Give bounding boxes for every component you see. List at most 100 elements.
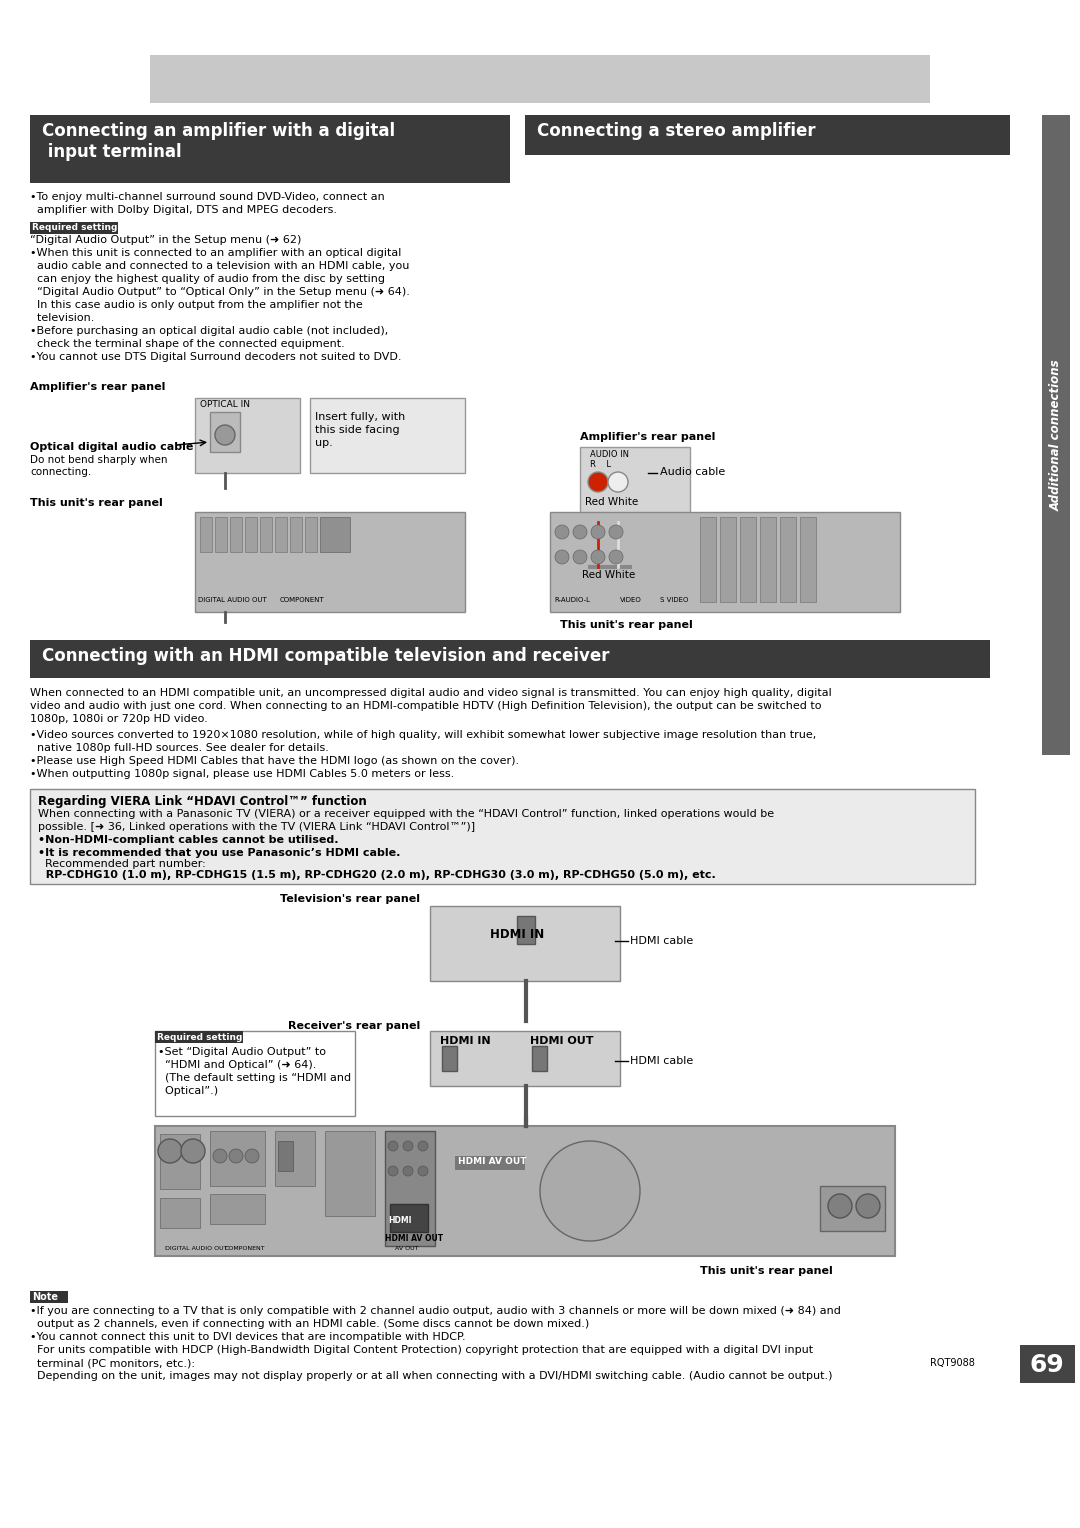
Circle shape	[403, 1141, 413, 1151]
Circle shape	[388, 1166, 399, 1177]
Bar	[525, 115, 1010, 154]
Text: DIGITAL AUDIO OUT: DIGITAL AUDIO OUT	[198, 597, 267, 604]
Text: Note: Note	[32, 1293, 58, 1302]
Bar	[275, 516, 287, 552]
Text: amplifier with Dolby Digital, DTS and MPEG decoders.: amplifier with Dolby Digital, DTS and MP…	[30, 205, 337, 215]
Circle shape	[573, 526, 588, 539]
Text: AUDIO IN: AUDIO IN	[590, 451, 629, 458]
Circle shape	[609, 550, 623, 564]
Circle shape	[555, 550, 569, 564]
Text: (The default setting is “HDMI and: (The default setting is “HDMI and	[158, 1073, 351, 1083]
Bar	[310, 397, 465, 474]
Bar	[160, 1134, 200, 1189]
Text: S VIDEO: S VIDEO	[660, 597, 688, 604]
Bar	[760, 516, 777, 602]
Text: Optical”.): Optical”.)	[158, 1086, 218, 1096]
Bar	[245, 516, 257, 552]
Bar	[30, 1291, 68, 1303]
Text: RP-CDHG10 (1.0 m), RP-CDHG15 (1.5 m), RP-CDHG20 (2.0 m), RP-CDHG30 (3.0 m), RP-C: RP-CDHG10 (1.0 m), RP-CDHG15 (1.5 m), RP…	[38, 869, 716, 880]
Text: Audio cable: Audio cable	[660, 468, 726, 477]
Bar	[30, 115, 510, 183]
Bar	[442, 1047, 457, 1071]
Text: Red White: Red White	[585, 497, 638, 507]
Text: can enjoy the highest quality of audio from the disc by setting: can enjoy the highest quality of audio f…	[30, 274, 384, 284]
Text: Regarding VIERA Link “HDAVI Control™” function: Regarding VIERA Link “HDAVI Control™” fu…	[38, 795, 367, 808]
Bar	[430, 906, 620, 981]
Bar	[455, 1157, 525, 1170]
Text: “HDMI and Optical” (➜ 64).: “HDMI and Optical” (➜ 64).	[158, 1060, 316, 1070]
Bar	[30, 222, 118, 234]
Bar	[740, 516, 756, 602]
Circle shape	[555, 526, 569, 539]
Bar	[200, 516, 212, 552]
Text: OPTICAL IN: OPTICAL IN	[200, 400, 249, 410]
Text: this side facing: this side facing	[315, 425, 400, 435]
Text: AV OUT: AV OUT	[395, 1245, 419, 1251]
Text: •You cannot connect this unit to DVI devices that are incompatible with HDCP.: •You cannot connect this unit to DVI dev…	[30, 1332, 465, 1342]
Text: Connecting an amplifier with a digital: Connecting an amplifier with a digital	[42, 122, 395, 141]
Bar	[517, 915, 535, 944]
Bar	[700, 516, 716, 602]
Text: This unit's rear panel: This unit's rear panel	[30, 498, 163, 507]
Bar	[230, 516, 242, 552]
Text: Amplifier's rear panel: Amplifier's rear panel	[30, 382, 165, 393]
Bar	[215, 516, 227, 552]
Text: television.: television.	[30, 313, 94, 322]
Circle shape	[573, 550, 588, 564]
Circle shape	[181, 1138, 205, 1163]
Bar	[0, 0, 1080, 55]
Bar	[580, 448, 690, 523]
Text: Television's rear panel: Television's rear panel	[280, 894, 420, 905]
Bar	[384, 1131, 435, 1245]
Text: •It is recommended that you use Panasonic’s HDMI cable.: •It is recommended that you use Panasoni…	[38, 848, 401, 859]
Text: This unit's rear panel: This unit's rear panel	[700, 1267, 833, 1276]
Text: possible. [➜ 36, Linked operations with the TV (VIERA Link “HDAVI Control™”)]: possible. [➜ 36, Linked operations with …	[38, 822, 475, 833]
Bar	[305, 516, 318, 552]
Bar	[720, 516, 735, 602]
Text: HDMI: HDMI	[388, 1216, 411, 1225]
Text: HDMI cable: HDMI cable	[630, 1056, 693, 1067]
Circle shape	[403, 1166, 413, 1177]
Text: •Please use High Speed HDMI Cables that have the HDMI logo (as shown on the cove: •Please use High Speed HDMI Cables that …	[30, 756, 519, 766]
Bar	[156, 1031, 243, 1044]
Circle shape	[540, 1141, 640, 1241]
Bar	[156, 1126, 895, 1256]
Text: •When this unit is connected to an amplifier with an optical digital: •When this unit is connected to an ampli…	[30, 248, 402, 258]
Text: connecting.: connecting.	[30, 468, 91, 477]
Text: HDMI AV OUT: HDMI AV OUT	[384, 1235, 443, 1242]
Bar	[820, 1186, 885, 1232]
Bar	[278, 1141, 293, 1170]
Text: VIDEO: VIDEO	[620, 597, 642, 604]
Text: R-AUDIO-L: R-AUDIO-L	[554, 597, 590, 604]
Bar	[800, 516, 816, 602]
Bar	[532, 1047, 546, 1071]
Circle shape	[388, 1141, 399, 1151]
Circle shape	[608, 472, 627, 492]
Bar	[430, 1031, 620, 1086]
Bar	[1020, 1345, 1075, 1383]
Circle shape	[158, 1138, 183, 1163]
Bar	[780, 516, 796, 602]
Text: •To enjoy multi-channel surround sound DVD-Video, connect an: •To enjoy multi-channel surround sound D…	[30, 193, 384, 202]
Bar	[150, 55, 930, 102]
Circle shape	[609, 526, 623, 539]
Text: Required setting: Required setting	[32, 223, 118, 232]
Text: HDMI cable: HDMI cable	[630, 937, 693, 946]
Text: Connecting a stereo amplifier: Connecting a stereo amplifier	[537, 122, 815, 141]
Text: Additional connections: Additional connections	[1050, 359, 1063, 510]
Text: COMPONENT: COMPONENT	[225, 1245, 266, 1251]
Circle shape	[588, 472, 608, 492]
Circle shape	[591, 526, 605, 539]
Circle shape	[828, 1193, 852, 1218]
Text: For units compatible with HDCP (High-Bandwidth Digital Content Protection) copyr: For units compatible with HDCP (High-Ban…	[30, 1345, 813, 1355]
Bar	[30, 788, 975, 885]
Text: HDMI IN: HDMI IN	[490, 927, 544, 941]
Text: Depending on the unit, images may not display properly or at all when connecting: Depending on the unit, images may not di…	[30, 1371, 833, 1381]
Text: Receiver's rear panel: Receiver's rear panel	[287, 1021, 420, 1031]
Bar	[550, 512, 900, 613]
Circle shape	[418, 1141, 428, 1151]
Text: In this case audio is only output from the amplifier not the: In this case audio is only output from t…	[30, 299, 363, 310]
Bar	[30, 640, 990, 678]
Text: 1080p, 1080i or 720p HD video.: 1080p, 1080i or 720p HD video.	[30, 714, 207, 724]
Text: HDMI OUT: HDMI OUT	[530, 1036, 594, 1047]
